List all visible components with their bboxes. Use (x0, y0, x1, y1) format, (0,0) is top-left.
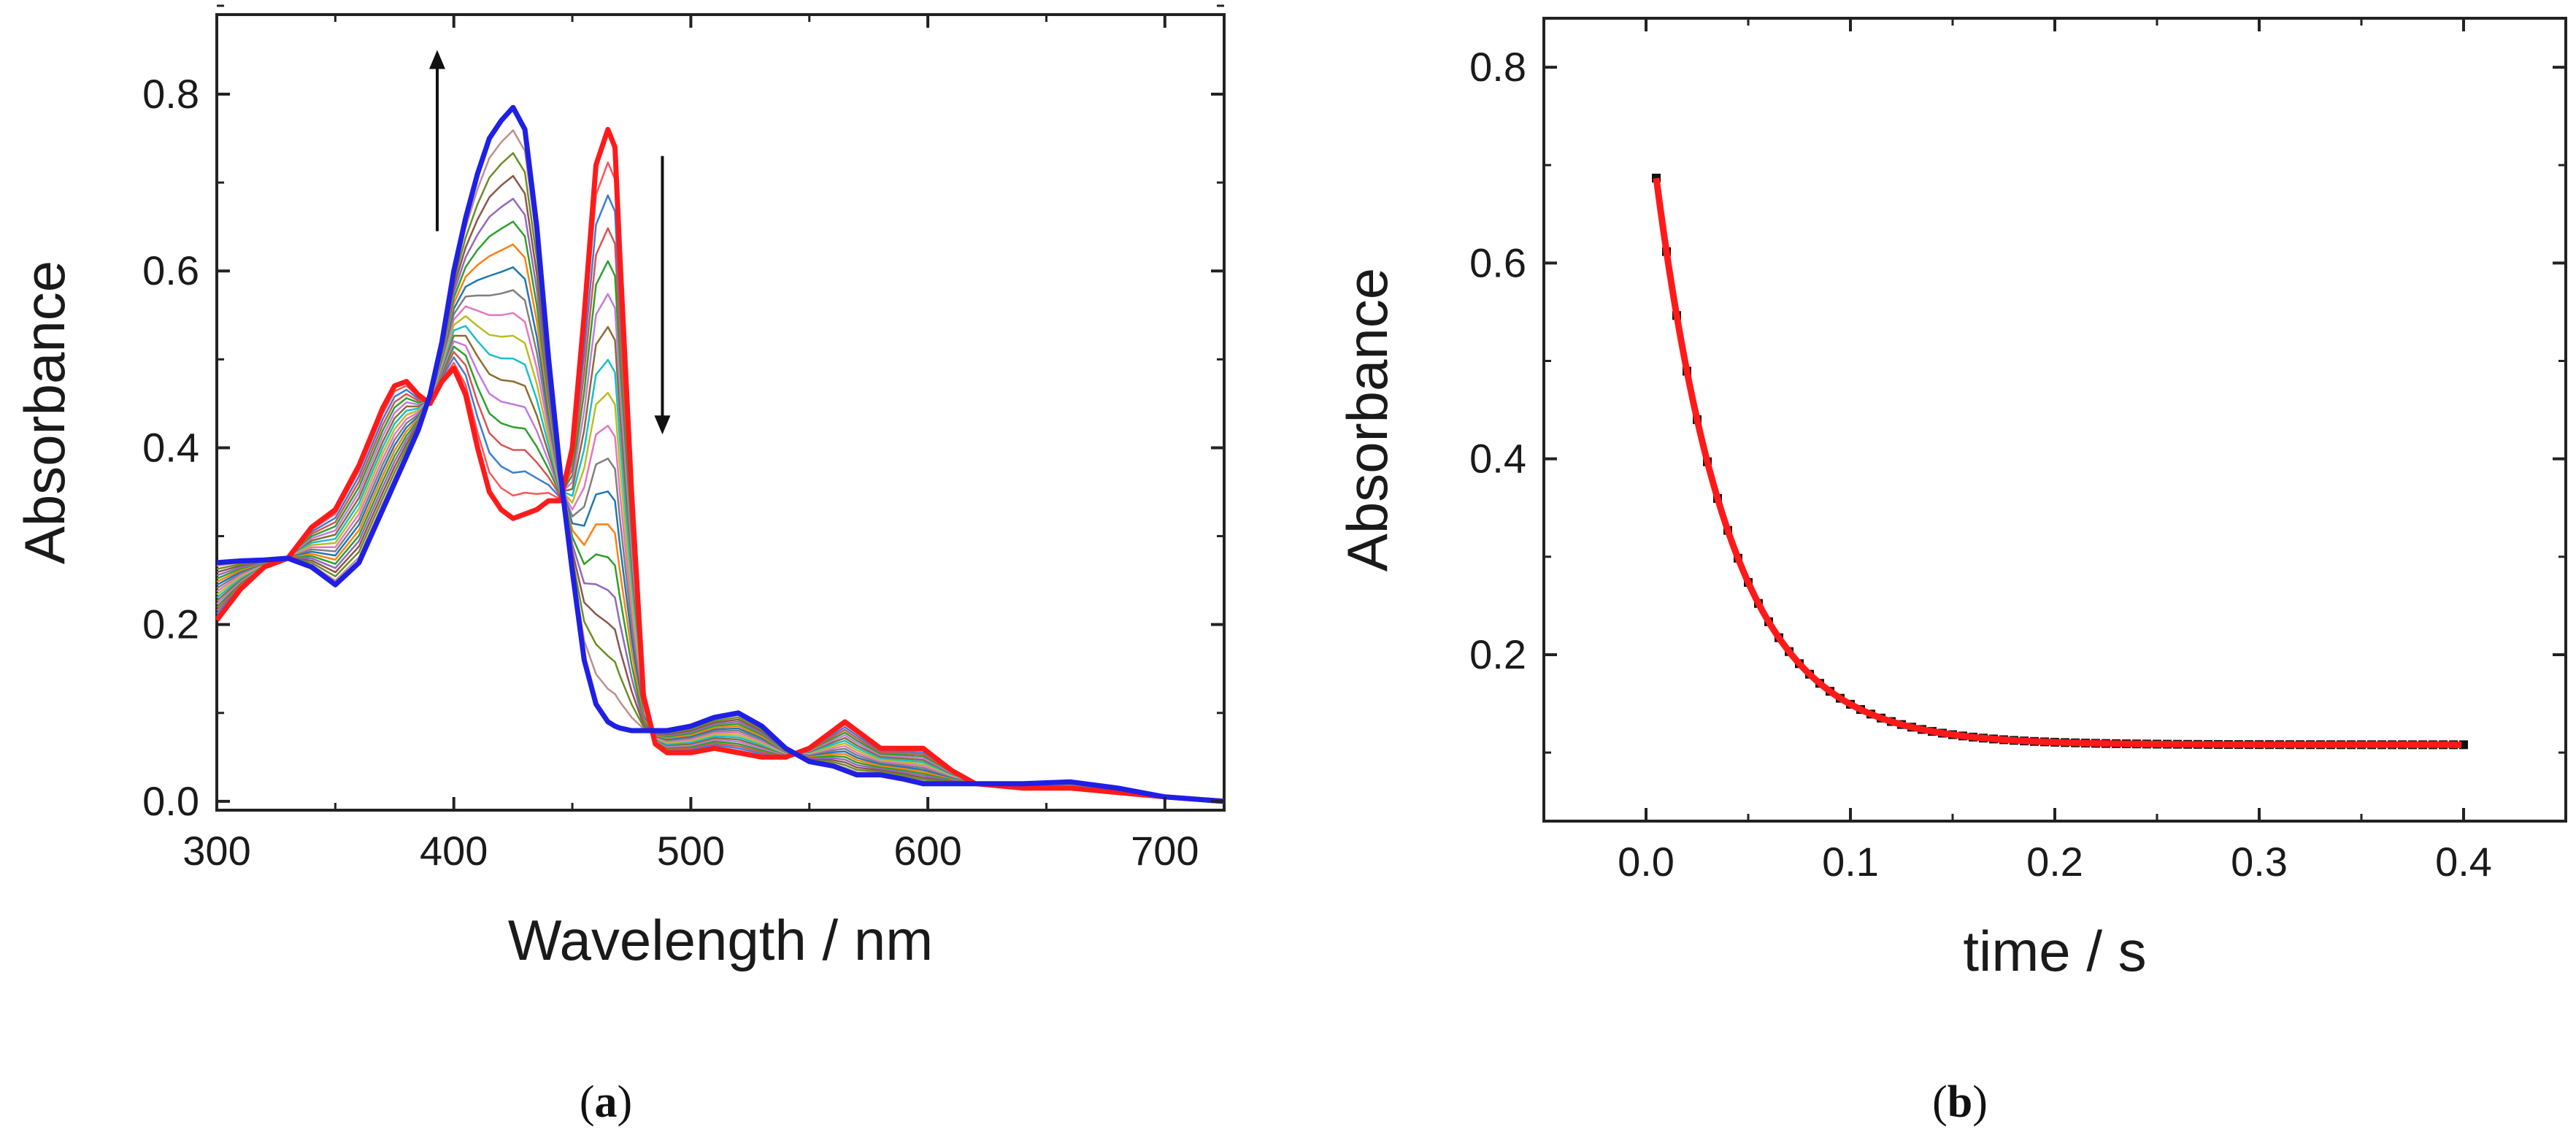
x-tick-label: 0.1 (1822, 839, 1879, 885)
y-tick-label: 0.2 (1469, 631, 1526, 677)
intermediate-spectrum (216, 326, 1225, 803)
panel-a-x-axis-title: Wavelength / nm (508, 908, 933, 972)
y-tick-label: 0.8 (1469, 44, 1526, 90)
panel-b-ticks (1542, 18, 2567, 821)
y-tick-label: 0.0 (142, 778, 199, 824)
y-tick-label: 0.6 (142, 247, 199, 293)
panel-a: 300 400 500 600 700 0.0 0.2 0.4 0.6 0.8 … (12, 4, 1226, 1127)
panel-b-x-axis-title: time / s (1963, 919, 2146, 983)
panel-b: 0.0 0.1 0.2 0.3 0.4 0.2 0.4 0.6 0.8 time… (1335, 17, 2567, 1127)
intermediate-spectrum (216, 174, 1225, 803)
x-tick-label: 700 (1131, 828, 1199, 874)
final-spectrum (216, 104, 1225, 804)
x-tick-label: 0.4 (2435, 839, 2492, 885)
intermediate-spectrum (216, 260, 1225, 803)
y-tick-label: 0.4 (1469, 436, 1526, 482)
x-tick-label: 0.3 (2231, 839, 2288, 885)
intermediate-spectrum (216, 194, 1225, 803)
x-tick-label: 500 (657, 828, 725, 874)
y-tick-label: 0.8 (142, 71, 199, 117)
intermediate-spectrum (216, 315, 1225, 803)
arrow-down-head (654, 415, 671, 435)
panel-a-label: (a) (580, 1077, 632, 1127)
panel-a-y-tick-labels: 0.0 0.2 0.4 0.6 0.8 (142, 71, 199, 824)
arrow-up-head (428, 50, 445, 69)
y-tick-label: 0.4 (142, 424, 199, 470)
y-tick-label: 0.2 (142, 601, 199, 647)
x-tick-label: 0.0 (1618, 839, 1675, 885)
x-tick-label: 400 (420, 828, 488, 874)
panel-a-y-axis-title: Absorbance (12, 261, 77, 564)
intermediate-spectrum (216, 220, 1225, 803)
initial-spectrum (215, 126, 1225, 804)
panel-a-x-tick-labels: 300 400 500 600 700 (182, 828, 1199, 874)
intermediate-spectrum (216, 152, 1225, 803)
panel-a-plot-frame (215, 13, 1226, 812)
panel-b-y-axis-title: Absorbance (1335, 268, 1399, 572)
intermediate-spectrum (216, 305, 1225, 803)
panel-a-ticks (215, 4, 1224, 810)
intermediate-spectra (216, 129, 1225, 803)
panel-b-y-tick-labels: 0.2 0.4 0.6 0.8 (1469, 44, 1526, 677)
intermediate-spectrum (216, 325, 1225, 803)
intermediate-spectrum (216, 289, 1225, 803)
x-tick-label: 300 (182, 828, 250, 874)
annotation-arrows (428, 50, 671, 435)
intermediate-spectrum (216, 198, 1225, 803)
panel-b-x-tick-labels: 0.0 0.1 0.2 0.3 0.4 (1618, 839, 2492, 885)
intermediate-spectrum (216, 266, 1225, 803)
x-tick-label: 0.2 (2026, 839, 2083, 885)
intermediate-spectrum (216, 243, 1225, 803)
x-tick-label: 600 (893, 828, 961, 874)
intermediate-spectrum (216, 227, 1225, 803)
intermediate-spectrum (216, 293, 1225, 803)
data-points (1652, 173, 2468, 750)
fit-curve (1653, 177, 2462, 748)
fit-curve-group (1653, 177, 2462, 748)
main-spectra (215, 104, 1225, 804)
y-tick-label: 0.6 (1469, 239, 1526, 285)
panel-b-label: (b) (1932, 1077, 1988, 1127)
